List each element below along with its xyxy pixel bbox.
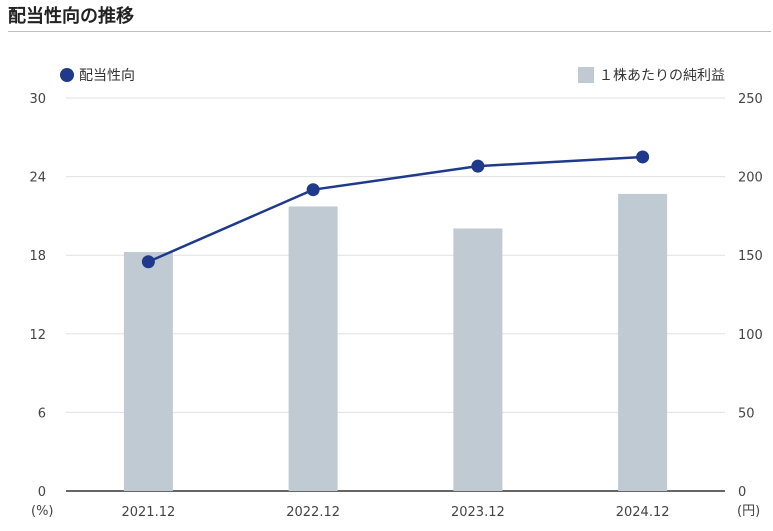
eps-bar — [453, 228, 503, 491]
legend-eps-label: １株あたりの純利益 — [599, 68, 725, 84]
left-axis-ticks: 0 6 12 18 24 30 — [29, 92, 46, 500]
x-tick-label: 2022.12 — [286, 505, 340, 520]
left-tick-label: 18 — [29, 249, 46, 264]
left-tick-label: 30 — [29, 92, 46, 107]
right-tick-label: 100 — [738, 328, 763, 343]
left-tick-label: 12 — [29, 328, 46, 343]
left-tick-label: 24 — [29, 171, 46, 186]
x-tick-label: 2023.12 — [451, 505, 505, 520]
payout-point — [306, 183, 320, 197]
left-axis-unit: (%) — [31, 504, 54, 519]
payout-point — [141, 255, 155, 269]
page-title: 配当性向の推移 — [8, 6, 134, 27]
right-tick-label: 50 — [738, 406, 755, 421]
right-tick-label: 250 — [738, 92, 763, 107]
title-divider — [8, 31, 771, 32]
payout-point — [471, 159, 485, 173]
right-axis-unit: (円) — [737, 504, 760, 519]
payout-line-path — [147, 155, 643, 263]
right-tick-label: 0 — [738, 485, 746, 500]
left-tick-label: 6 — [38, 406, 46, 421]
gridlines — [66, 97, 725, 492]
right-tick-label: 150 — [738, 249, 763, 264]
payout-line — [141, 150, 650, 269]
eps-bar — [123, 252, 173, 491]
legend-payout-marker — [60, 68, 74, 82]
payout-point — [636, 150, 650, 164]
legend-eps-marker — [578, 67, 594, 83]
x-tick-label: 2021.12 — [121, 505, 175, 520]
x-axis-ticks: 2021.12 2022.12 2023.12 2024.12 — [121, 505, 669, 520]
right-tick-label: 200 — [738, 171, 763, 186]
legend-payout-label: 配当性向 — [79, 68, 135, 84]
bars — [123, 193, 668, 491]
eps-bar — [288, 206, 338, 491]
x-tick-label: 2024.12 — [616, 505, 670, 520]
eps-bar — [618, 193, 668, 491]
right-axis-ticks: 0 50 100 150 200 250 — [738, 92, 763, 500]
left-tick-label: 0 — [38, 485, 46, 500]
